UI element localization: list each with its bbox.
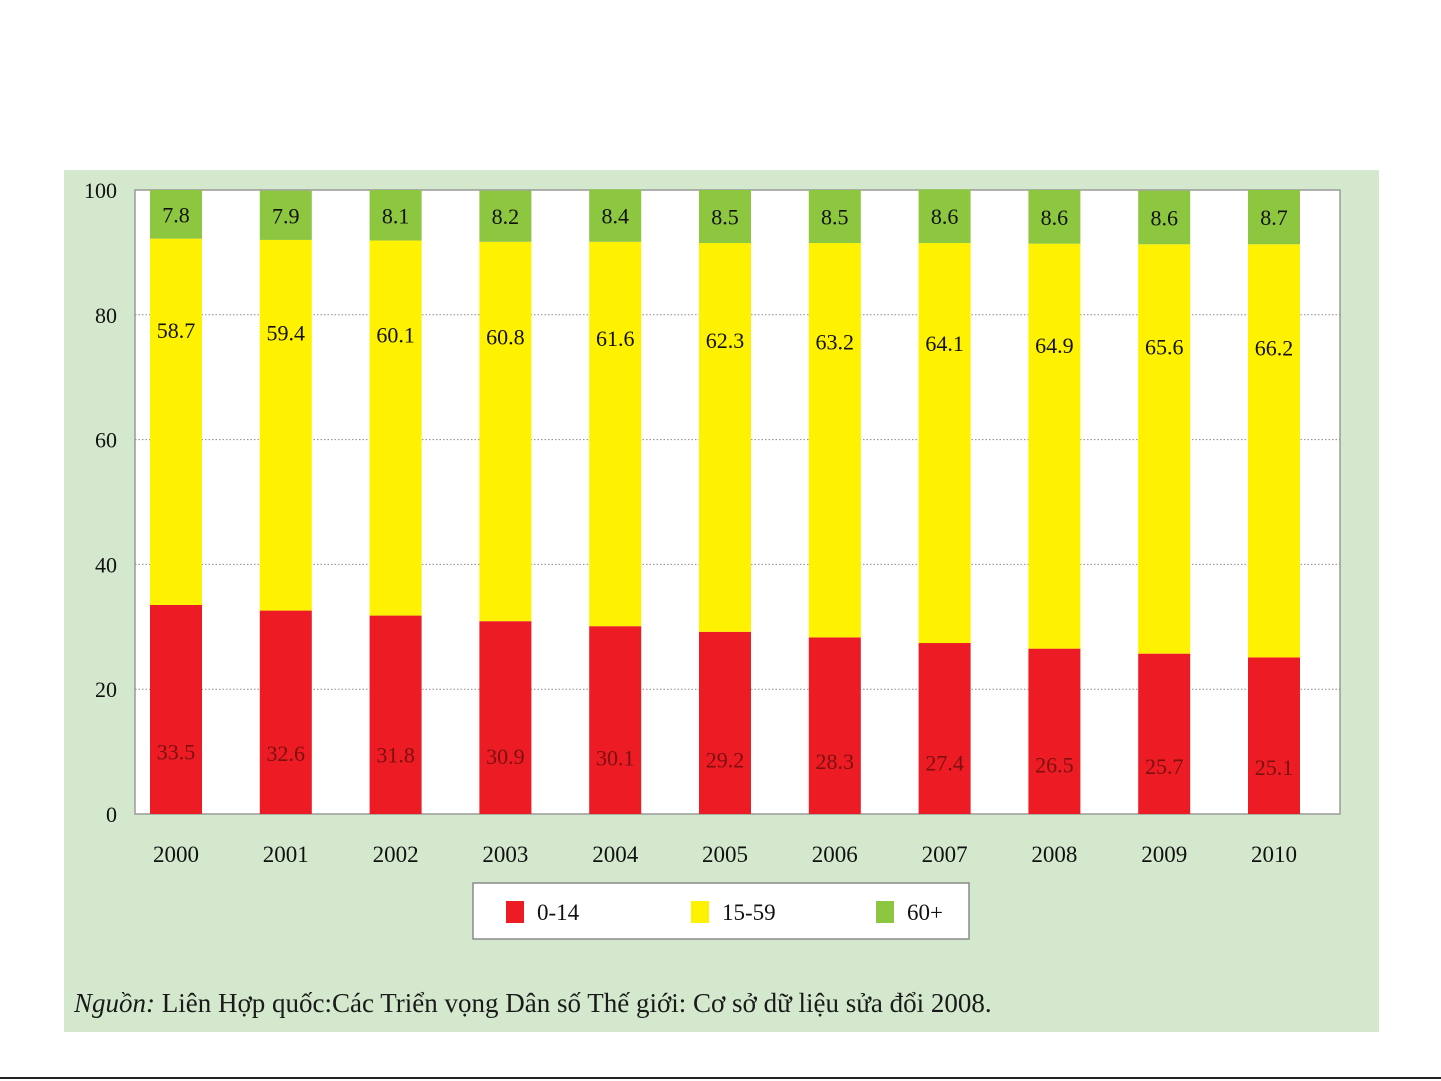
x-tick-label: 2008: [1031, 842, 1077, 867]
data-label: 8.7: [1260, 205, 1288, 230]
bar-segment-60+: [1028, 190, 1081, 244]
bar-segment-0-14: [808, 637, 861, 814]
y-tick-label: 80: [95, 303, 117, 328]
y-tick-label: 40: [95, 552, 117, 577]
x-tick-label: 2001: [263, 842, 309, 867]
bar-segment-60+: [259, 190, 312, 240]
data-label: 59.4: [267, 321, 306, 346]
bar-segment-0-14: [479, 621, 532, 814]
data-label: 8.6: [1150, 205, 1178, 230]
bar-segment-60+: [589, 189, 642, 242]
data-label: 61.6: [596, 326, 635, 351]
data-label: 58.7: [157, 318, 196, 343]
legend-swatch-0-14: [506, 901, 524, 923]
x-tick-label: 2007: [922, 842, 968, 867]
x-tick-label: 2002: [373, 842, 419, 867]
bar-segment-0-14: [589, 626, 642, 814]
bar-segment-15-59: [699, 243, 751, 632]
data-label: 7.8: [162, 202, 190, 227]
legend-swatch-15-59: [691, 901, 709, 923]
data-label: 33.5: [157, 739, 196, 764]
data-label: 8.6: [1041, 205, 1069, 230]
bottom-rule: [0, 1077, 1441, 1079]
data-label: 60.8: [486, 325, 525, 350]
legend-label: 0-14: [537, 900, 580, 925]
data-label: 65.6: [1145, 335, 1184, 360]
bar-segment-15-59: [918, 243, 971, 644]
data-label: 25.1: [1255, 755, 1294, 780]
data-label: 25.7: [1145, 754, 1184, 779]
data-label: 62.3: [706, 328, 745, 353]
x-tick-label: 2004: [592, 842, 639, 867]
bar-segment-15-59: [150, 238, 202, 605]
data-label: 60.1: [376, 322, 415, 347]
data-label: 8.1: [382, 203, 410, 228]
bar-segment-15-59: [1138, 244, 1191, 654]
bar-segment-0-14: [1028, 648, 1081, 814]
bar-segment-60+: [479, 190, 532, 242]
bar-segment-15-59: [369, 240, 422, 616]
bar-segment-15-59: [589, 241, 642, 627]
data-label: 30.1: [596, 746, 635, 771]
x-tick-label: 2003: [482, 842, 528, 867]
data-label: 64.1: [925, 331, 964, 356]
data-label: 8.5: [821, 205, 849, 230]
bar-segment-15-59: [1248, 244, 1300, 658]
data-label: 8.2: [492, 204, 520, 229]
data-label: 8.6: [931, 204, 959, 229]
data-label: 8.5: [711, 205, 739, 230]
bar-segment-60+: [918, 189, 971, 244]
data-label: 27.4: [925, 751, 964, 776]
bar-segment-0-14: [699, 631, 751, 814]
bar-segment-0-14: [150, 604, 202, 814]
bar-segment-60+: [1138, 190, 1191, 245]
bar-segment-60+: [1248, 190, 1300, 245]
stacked-bar-chart: 0 20 40 60 80 100 33.5 58.7 7.8 2000 32.6 59.4 7.9 20…: [84, 178, 1341, 940]
data-label: 63.2: [816, 330, 855, 355]
x-tick-label: 2005: [702, 842, 748, 867]
y-tick-label: 20: [95, 677, 117, 702]
data-label: 66.2: [1255, 336, 1294, 361]
legend-label: 60+: [907, 900, 943, 925]
y-tick-label: 0: [106, 802, 117, 827]
x-tick-label: 2006: [812, 842, 858, 867]
bar-segment-0-14: [259, 610, 312, 814]
data-label: 30.9: [486, 744, 525, 769]
data-label: 64.9: [1035, 333, 1074, 358]
chart-panel: 0 20 40 60 80 100 33.5 58.7 7.8 2000 32.6 59.4 7.9 20…: [64, 170, 1379, 1032]
data-label: 31.8: [376, 742, 415, 767]
bar-segment-60+: [369, 190, 422, 241]
bar-segment-0-14: [918, 643, 971, 814]
bar-segment-60+: [150, 190, 202, 239]
data-label: 7.9: [272, 203, 300, 228]
bar-segment-15-59: [808, 243, 861, 638]
data-label: 32.6: [267, 741, 306, 766]
bar-segment-0-14: [369, 615, 422, 814]
source-text: Liên Hợp quốc:Các Triển vọng Dân số Thế …: [155, 988, 992, 1018]
data-label: 26.5: [1035, 752, 1074, 777]
legend-label: 15-59: [722, 900, 776, 925]
data-label: 8.4: [601, 204, 629, 229]
source-note: Nguồn: Liên Hợp quốc:Các Triển vọng Dân …: [74, 988, 992, 1019]
x-tick-label: 2010: [1251, 842, 1297, 867]
bar-segment-60+: [808, 190, 861, 244]
bar-segment-15-59: [479, 241, 532, 622]
bar-segment-15-59: [1028, 243, 1081, 649]
data-label: 29.2: [706, 747, 745, 772]
bar-segment-60+: [699, 190, 751, 244]
data-label: 28.3: [816, 749, 855, 774]
legend-swatch-60+: [876, 901, 894, 923]
bar-segment-15-59: [259, 239, 312, 611]
source-label: Nguồn:: [74, 988, 155, 1018]
y-tick-label: 100: [84, 178, 117, 203]
y-tick-label: 60: [95, 428, 117, 453]
bar-segment-0-14: [1138, 653, 1191, 814]
bar-segment-0-14: [1248, 657, 1300, 814]
x-tick-label: 2000: [153, 842, 199, 867]
x-tick-label: 2009: [1141, 842, 1187, 867]
